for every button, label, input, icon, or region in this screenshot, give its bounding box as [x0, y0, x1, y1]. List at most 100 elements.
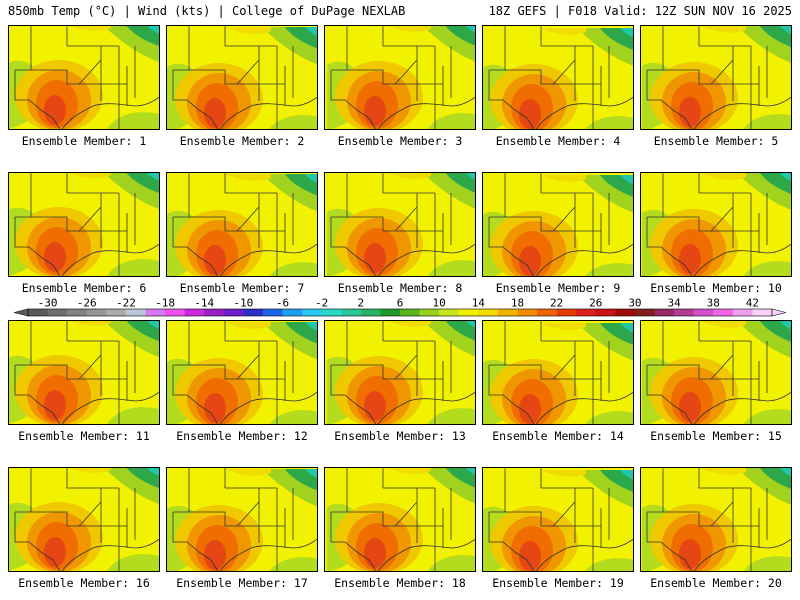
ensemble-member-map — [8, 25, 160, 130]
colorbar-tick-label: 30 — [628, 297, 641, 310]
colorbar-swatch — [106, 309, 127, 316]
colorbar-tick-label: 2 — [358, 297, 365, 310]
colorbar-swatch — [184, 309, 205, 316]
colorbar-tick-label: 38 — [707, 297, 720, 310]
ensemble-member-label: Ensemble Member: 2 — [179, 134, 305, 148]
colorbar-tick-label: -10 — [233, 297, 253, 310]
ensemble-member-label: Ensemble Member: 1 — [21, 134, 147, 148]
colorbar-swatch — [537, 309, 558, 316]
ensemble-member-label: Ensemble Member: 8 — [337, 281, 463, 295]
ensemble-member-map — [8, 320, 160, 425]
colorbar-swatch — [713, 309, 734, 316]
ensemble-member-label: Ensemble Member: 11 — [18, 429, 150, 443]
colorbar-tick-label: 14 — [472, 297, 486, 310]
colorbar-tick-label: -22 — [116, 297, 136, 310]
ensemble-member-map — [8, 467, 160, 572]
ensemble-member-map — [166, 467, 318, 572]
colorbar-swatch — [478, 309, 499, 316]
colorbar-swatch — [125, 309, 146, 316]
colorbar-tick-label: -18 — [155, 297, 175, 310]
temperature-colorbar: -30 -26 -22 -18 -14 -10 -6 -2 2 6 10 14 18 22 26 30 34 38… — [14, 297, 786, 317]
ensemble-member-map — [8, 172, 160, 277]
colorbar-swatch — [302, 309, 323, 316]
ensemble-member-map — [482, 172, 634, 277]
colorbar-swatch — [223, 309, 244, 316]
ensemble-member-label: Ensemble Member: 4 — [495, 134, 621, 148]
colorbar-tick-label: 26 — [589, 297, 602, 310]
colorbar-swatch — [28, 309, 48, 316]
colorbar-tick-label: 10 — [433, 297, 446, 310]
colorbar-tick-label: -30 — [38, 297, 58, 310]
colorbar-swatch — [86, 309, 107, 316]
ensemble-member-label: Ensemble Member: 10 — [650, 281, 782, 295]
colorbar-swatch — [517, 309, 538, 316]
colorbar-swatch — [674, 309, 695, 316]
ensemble-member-label: Ensemble Member: 15 — [650, 429, 782, 443]
colorbar-swatch — [654, 309, 675, 316]
colorbar-swatch — [321, 309, 342, 316]
ensemble-member-label: Ensemble Member: 9 — [495, 281, 621, 295]
colorbar-swatch — [439, 309, 460, 316]
colorbar-swatch — [732, 309, 753, 316]
ensemble-member-map — [324, 25, 476, 130]
ensemble-member-label: Ensemble Member: 5 — [653, 134, 779, 148]
header-valid-time: 18Z GEFS | F018 Valid: 12Z SUN NOV 16 20… — [488, 4, 792, 18]
colorbar-swatch — [380, 309, 401, 316]
colorbar-swatch — [752, 309, 773, 316]
header-title: 850mb Temp (°C) | Wind (kts) | College o… — [8, 4, 406, 18]
colorbar-tick-label: 18 — [511, 297, 524, 310]
ensemble-member-label: Ensemble Member: 19 — [492, 576, 624, 590]
colorbar-swatch — [360, 309, 381, 316]
colorbar-tick-label: 6 — [397, 297, 404, 310]
ensemble-member-map — [166, 320, 318, 425]
colorbar-swatch — [556, 309, 577, 316]
ensemble-member-label: Ensemble Member: 14 — [492, 429, 624, 443]
colorbar-swatch — [419, 309, 440, 316]
ensemble-member-map — [482, 25, 634, 130]
ensemble-member-map — [482, 320, 634, 425]
ensemble-member-label: Ensemble Member: 12 — [176, 429, 308, 443]
colorbar-swatch — [47, 309, 68, 316]
ensemble-member-map — [324, 320, 476, 425]
ensemble-member-map — [640, 172, 792, 277]
ensemble-member-map — [166, 172, 318, 277]
colorbar-tick-label: -6 — [276, 297, 289, 310]
colorbar-swatch — [497, 309, 518, 316]
ensemble-member-map — [324, 172, 476, 277]
colorbar-swatch — [595, 309, 616, 316]
ensemble-member-label: Ensemble Member: 18 — [334, 576, 466, 590]
colorbar-tick-label: 34 — [667, 297, 681, 310]
colorbar-swatch — [341, 309, 362, 316]
ensemble-member-label: Ensemble Member: 3 — [337, 134, 463, 148]
ensemble-member-map — [482, 467, 634, 572]
colorbar-left-arrow — [14, 308, 29, 317]
colorbar-swatch — [262, 309, 283, 316]
colorbar-swatch — [693, 309, 714, 316]
colorbar-swatch — [458, 309, 479, 316]
colorbar-swatch — [67, 309, 88, 316]
colorbar-swatch — [145, 309, 166, 316]
colorbar-tick-label: -2 — [315, 297, 328, 310]
ensemble-member-label: Ensemble Member: 13 — [334, 429, 466, 443]
ensemble-member-map — [166, 25, 318, 130]
colorbar-right-arrow — [771, 308, 786, 317]
ensemble-member-map — [324, 467, 476, 572]
colorbar-tick-label: 42 — [746, 297, 759, 310]
colorbar-tick-label: -26 — [77, 297, 97, 310]
ensemble-member-label: Ensemble Member: 7 — [179, 281, 305, 295]
colorbar-tick-label: -14 — [194, 297, 214, 310]
colorbar-swatch — [400, 309, 420, 316]
ensemble-member-label: Ensemble Member: 17 — [176, 576, 308, 590]
colorbar-swatch — [282, 309, 303, 316]
colorbar-swatch — [615, 309, 636, 316]
colorbar-swatch — [576, 309, 597, 316]
ensemble-member-map — [640, 25, 792, 130]
colorbar-tick-label: 22 — [550, 297, 563, 310]
colorbar-swatch — [165, 309, 186, 316]
ensemble-member-map — [640, 467, 792, 572]
colorbar-swatch — [634, 309, 655, 316]
ensemble-member-label: Ensemble Member: 20 — [650, 576, 782, 590]
colorbar-swatch — [243, 309, 264, 316]
ensemble-member-map — [640, 320, 792, 425]
colorbar-swatch — [204, 309, 225, 316]
